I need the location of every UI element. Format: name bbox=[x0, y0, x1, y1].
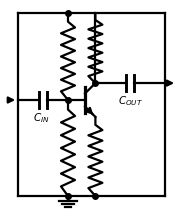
Text: $C_{OUT}$: $C_{OUT}$ bbox=[118, 94, 143, 108]
Text: $C_{IN}$: $C_{IN}$ bbox=[33, 111, 49, 125]
